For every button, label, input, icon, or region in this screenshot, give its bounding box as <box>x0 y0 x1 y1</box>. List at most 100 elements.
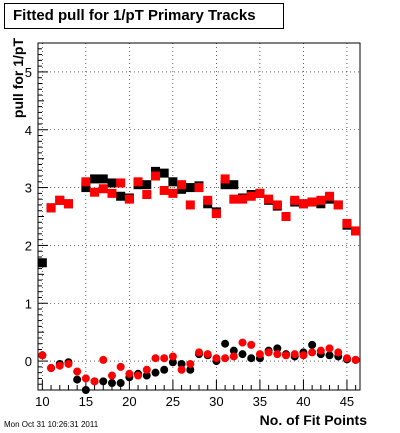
mean-point-black <box>221 339 230 348</box>
y-tick-label: 3 <box>25 181 32 196</box>
mean-point-red <box>90 377 99 386</box>
pull-point-red <box>168 188 178 198</box>
pull-point-black <box>150 166 160 176</box>
pull-point-red <box>98 184 108 194</box>
pull-point-red <box>63 199 73 209</box>
pull-point-red <box>333 200 343 210</box>
pull-point-red <box>238 194 248 204</box>
pull-point-black <box>107 178 117 188</box>
mean-point-red <box>125 369 134 378</box>
pull-point-red <box>203 195 213 205</box>
pull-point-red <box>316 195 326 205</box>
pull-point-red <box>307 197 317 207</box>
mean-point-red <box>81 374 90 383</box>
mean-point-red <box>177 365 186 374</box>
mean-point-red <box>290 350 299 359</box>
pull-point-black <box>220 180 230 190</box>
mean-point-black <box>186 365 195 374</box>
mean-point-red <box>47 364 56 373</box>
mean-point-red <box>316 346 325 355</box>
x-tick-label: 35 <box>253 394 267 409</box>
mean-point-red <box>264 348 273 357</box>
x-tick-label: 25 <box>166 394 180 409</box>
pull-point-black <box>98 174 108 184</box>
mean-point-red <box>255 350 264 359</box>
pull-point-red <box>55 195 65 205</box>
mean-point-red <box>299 351 308 360</box>
y-tick-label: 0 <box>25 354 32 369</box>
pull-point-red <box>185 200 195 210</box>
mean-point-red <box>203 350 212 359</box>
pull-point-black <box>159 168 169 178</box>
mean-point-red <box>160 354 169 363</box>
x-tick-label: 40 <box>296 394 310 409</box>
mean-point-red <box>273 350 282 359</box>
mean-point-red <box>116 362 125 371</box>
x-tick-label: 15 <box>79 394 93 409</box>
pull-point-red <box>229 194 239 204</box>
x-tick-label: 45 <box>340 394 354 409</box>
mean-point-black <box>247 354 256 363</box>
mean-point-black <box>160 365 169 374</box>
pull-point-red <box>107 188 117 198</box>
mean-point-black <box>151 368 160 377</box>
mean-point-black <box>73 375 82 384</box>
pull-point-red <box>272 200 282 210</box>
pull-point-red <box>116 178 126 188</box>
pull-point-red <box>290 195 300 205</box>
mean-point-black <box>308 340 317 349</box>
x-axis-label: No. of Fit Points <box>259 412 367 428</box>
chart-title: Fitted pull for 1/pT Primary Tracks <box>4 3 284 29</box>
pull-point-red <box>246 191 256 201</box>
mean-point-red <box>282 351 291 360</box>
mean-point-red <box>212 354 221 363</box>
pull-point-black <box>116 191 126 201</box>
mean-point-red <box>229 352 238 361</box>
mean-point-black <box>168 358 177 367</box>
y-tick-label: 2 <box>25 238 32 253</box>
mean-point-black <box>229 346 238 355</box>
mean-point-black <box>107 379 116 388</box>
mean-point-black <box>116 379 125 388</box>
pull-point-red <box>124 194 134 204</box>
pull-point-red <box>142 190 152 200</box>
mean-point-black <box>99 377 108 386</box>
mean-point-black <box>273 344 282 353</box>
pull-point-red <box>264 194 274 204</box>
mean-point-red <box>134 371 143 380</box>
plot-frame <box>37 42 361 391</box>
y-tick-label: 5 <box>25 65 32 80</box>
pull-point-red <box>342 218 352 228</box>
pull-point-red <box>220 174 230 184</box>
mean-point-red <box>351 355 360 364</box>
mean-point-red <box>99 355 108 364</box>
pull-point-black <box>37 258 47 268</box>
pull-point-black <box>81 183 91 193</box>
pull-point-black <box>90 174 100 184</box>
pull-point-red <box>325 191 335 201</box>
pull-point-black <box>168 177 178 187</box>
mean-point-red <box>342 354 351 363</box>
mean-point-red <box>107 371 116 380</box>
pull-point-red <box>133 177 143 187</box>
pull-point-red <box>90 187 100 197</box>
mean-point-black <box>177 359 186 368</box>
pull-point-black <box>185 183 195 193</box>
mean-point-black <box>325 351 334 360</box>
pull-point-red <box>46 203 56 213</box>
mean-point-red <box>142 365 151 374</box>
timestamp-footer: Mon Oct 31 10:26:31 2011 <box>4 420 99 429</box>
mean-point-red <box>195 348 203 357</box>
y-tick-label: 1 <box>25 296 32 311</box>
mean-point-red <box>221 354 230 363</box>
y-tick-label: 4 <box>25 123 32 138</box>
pull-point-black <box>229 180 239 190</box>
x-tick-label: 30 <box>209 394 223 409</box>
mean-point-black <box>238 350 247 359</box>
mean-point-red <box>325 344 334 353</box>
pull-point-black <box>177 184 187 194</box>
pull-point-red <box>298 199 308 209</box>
pull-point-red <box>281 212 291 221</box>
